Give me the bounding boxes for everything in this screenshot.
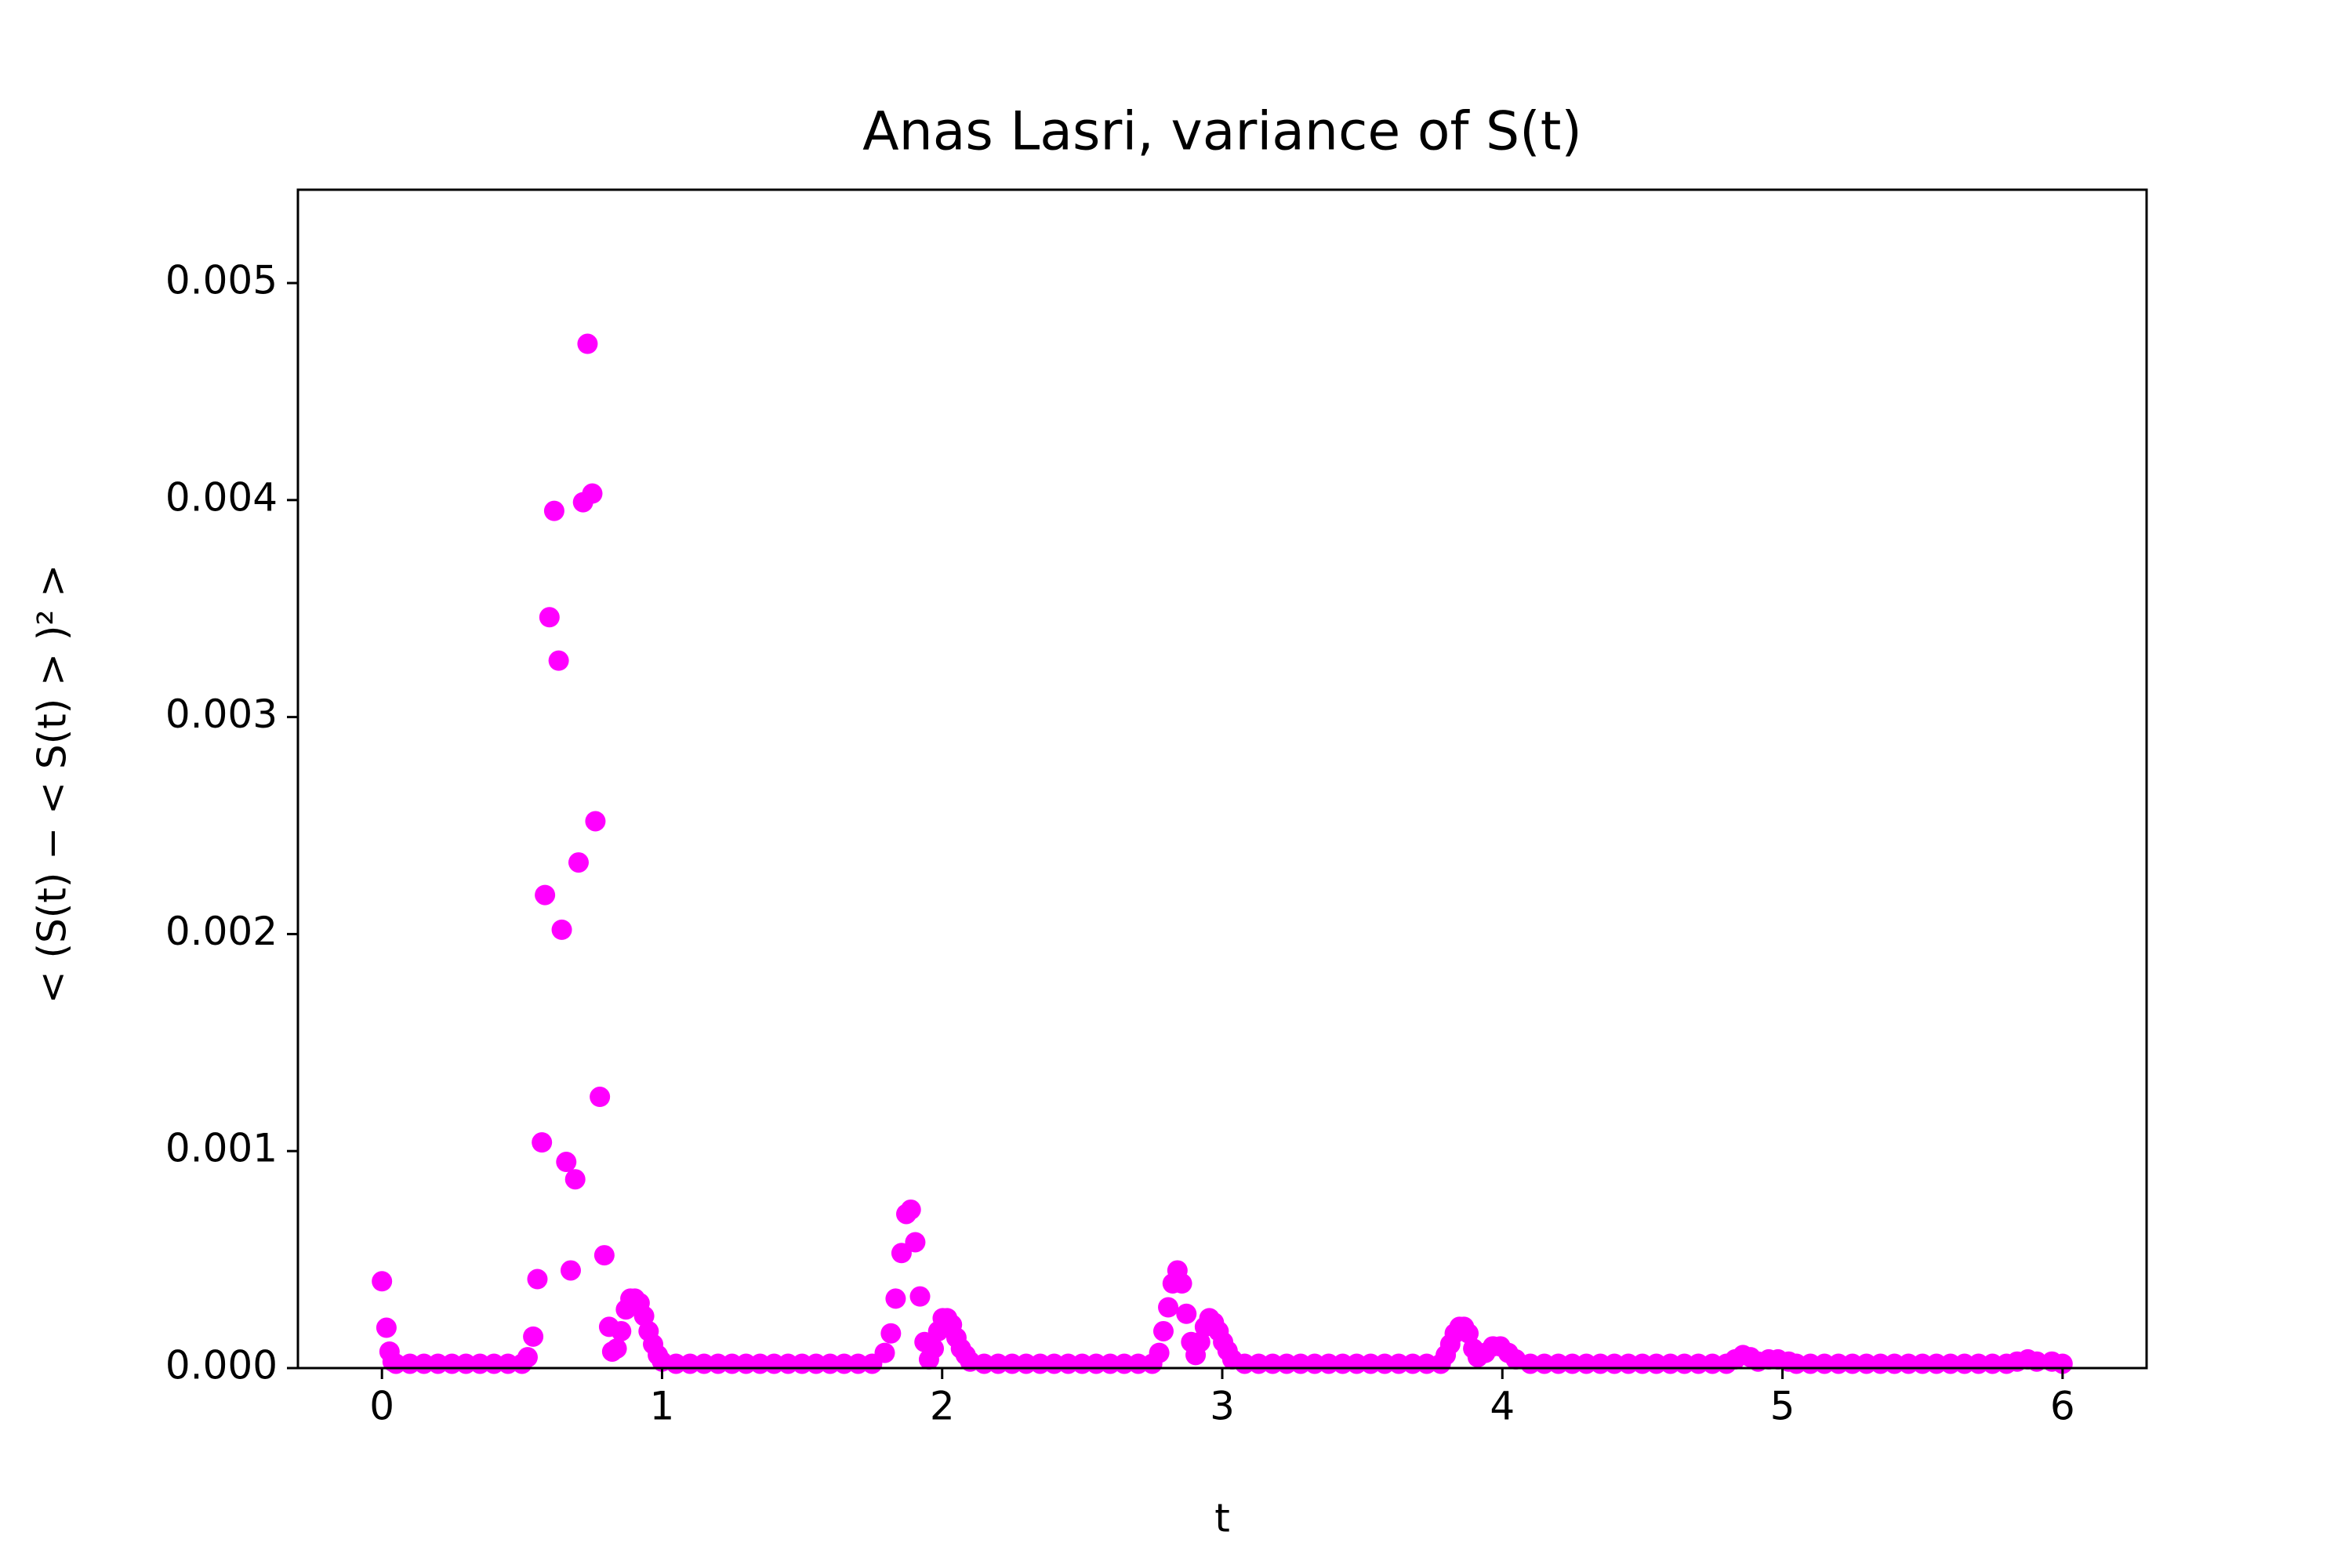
point <box>372 1271 393 1292</box>
point <box>376 1317 397 1338</box>
point <box>611 1320 632 1341</box>
chart-title: Anas Lasri, variance of S(t) <box>862 101 1582 163</box>
point <box>590 1087 611 1108</box>
point <box>909 1286 931 1307</box>
point <box>900 1199 921 1220</box>
x-tick-label: 4 <box>1490 1384 1515 1429</box>
point <box>2026 1351 2047 1372</box>
point <box>1152 1320 1174 1341</box>
y-tick-label: 0.002 <box>165 909 278 954</box>
y-tick-label: 0.000 <box>165 1343 278 1388</box>
point <box>905 1232 926 1253</box>
point <box>606 1338 627 1359</box>
point <box>543 500 564 521</box>
point <box>1158 1297 1179 1318</box>
point <box>585 811 606 832</box>
point <box>582 483 603 504</box>
point <box>880 1323 902 1344</box>
point <box>924 1338 945 1359</box>
point <box>1176 1303 1197 1324</box>
point <box>548 650 569 671</box>
y-tick-label: 0.004 <box>165 474 278 520</box>
x-tick-label: 1 <box>650 1384 675 1429</box>
point <box>885 1288 906 1309</box>
x-axis-label: t <box>1214 1496 1230 1541</box>
point <box>577 333 598 354</box>
point <box>539 607 560 628</box>
point <box>560 1260 581 1281</box>
point <box>556 1152 577 1173</box>
plot-frame <box>296 188 2148 1370</box>
point <box>593 1245 615 1266</box>
x-tick-label: 2 <box>930 1384 955 1429</box>
point <box>564 1169 586 1190</box>
y-axis-label: < (S(t) − < S(t) > )² > <box>30 564 75 1004</box>
x-tick-label: 5 <box>1770 1384 1795 1429</box>
point <box>532 1132 553 1153</box>
point <box>535 884 556 906</box>
point <box>568 852 589 873</box>
point <box>874 1342 895 1363</box>
point <box>551 919 572 940</box>
y-tick-label: 0.001 <box>165 1126 278 1171</box>
point <box>523 1326 544 1347</box>
y-tick-label: 0.003 <box>165 691 278 737</box>
x-tick-label: 6 <box>2050 1384 2075 1429</box>
x-tick-label: 3 <box>1210 1384 1235 1429</box>
point <box>517 1347 538 1368</box>
y-tick-label: 0.005 <box>165 258 278 303</box>
x-tick-label: 0 <box>369 1384 394 1429</box>
point <box>527 1269 548 1290</box>
point <box>1171 1273 1192 1294</box>
point <box>891 1243 912 1264</box>
point <box>1149 1342 1170 1363</box>
